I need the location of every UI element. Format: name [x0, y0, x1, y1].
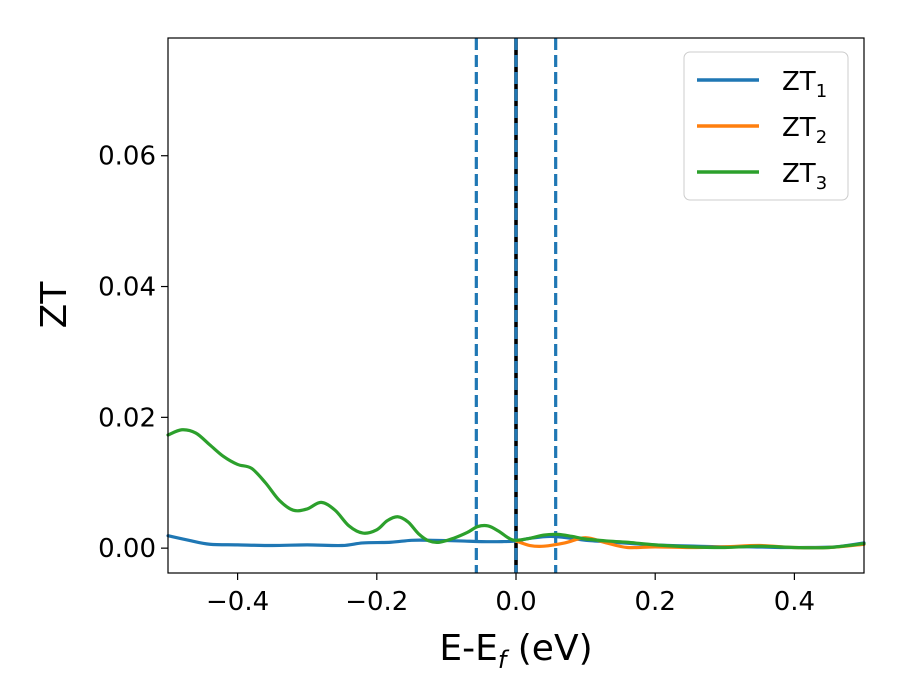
reference-lines [474, 38, 558, 573]
y-axis: 0.00 0.02 0.04 0.06 [98, 142, 168, 564]
x-tick-label: −0.4 [206, 587, 269, 617]
x-tick-label: −0.2 [345, 587, 408, 617]
x-tick-label: 0.0 [495, 587, 536, 617]
legend-label-zt2: ZT2 [782, 113, 827, 148]
x-axis: −0.4 −0.2 0.0 0.2 0.4 [206, 573, 815, 617]
x-tick-label: 0.4 [774, 587, 815, 617]
series-line-zt3 [166, 428, 866, 550]
y-tick-label: 0.04 [98, 273, 156, 303]
y-tick-label: 0.02 [98, 403, 156, 433]
y-tick-label: 0.00 [98, 534, 156, 564]
legend-label-zt1: ZT1 [782, 67, 827, 102]
legend: ZT1 ZT2 ZT3 [683, 51, 849, 201]
y-axis-label: ZT [34, 281, 75, 329]
y-tick-label: 0.06 [98, 142, 156, 172]
x-axis-label: E-Ef (eV) [439, 628, 592, 674]
legend-box [683, 51, 849, 201]
series-layer [166, 428, 866, 550]
x-tick-label: 0.2 [635, 587, 676, 617]
legend-label-zt3: ZT3 [782, 159, 827, 194]
